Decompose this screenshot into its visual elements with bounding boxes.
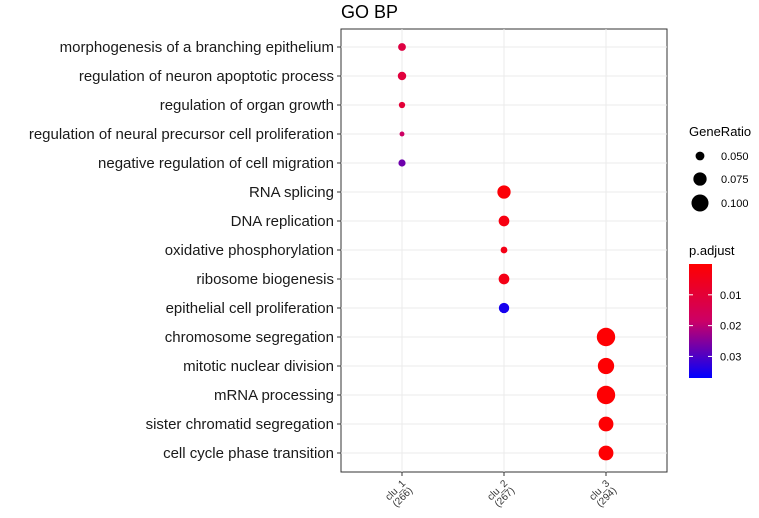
gene-ratio-legend-label: 0.050 xyxy=(721,151,749,163)
y-term-label: mRNA processing xyxy=(214,387,334,404)
gene-ratio-legend: GeneRatio 0.050 0.075 0.100 xyxy=(689,124,751,212)
y-term-label: morphogenesis of a branching epithelium xyxy=(60,39,334,56)
dot-point xyxy=(498,215,510,227)
p-adjust-colorbar xyxy=(689,264,712,378)
p-adjust-tick-label: 0.01 xyxy=(720,290,741,302)
dot-point xyxy=(398,43,406,51)
dot-point xyxy=(500,246,508,254)
gene-ratio-legend-label: 0.075 xyxy=(721,174,749,186)
y-term-label: ribosome biogenesis xyxy=(196,271,334,288)
gene-ratio-legend-key xyxy=(691,194,709,212)
dot-point xyxy=(398,101,406,109)
y-term-label: negative regulation of cell migration xyxy=(98,155,334,172)
gene-ratio-legend-key xyxy=(695,151,705,161)
gene-ratio-legend-label: 0.100 xyxy=(721,198,749,210)
y-term-label: mitotic nuclear division xyxy=(183,358,334,375)
dot-point xyxy=(598,445,614,461)
dot-point xyxy=(596,327,616,347)
y-term-label: oxidative phosphorylation xyxy=(165,242,334,259)
chart-title: GO BP xyxy=(341,2,398,22)
dot-point xyxy=(398,159,406,167)
dot-point xyxy=(399,131,405,137)
x-cluster-label-text: clu_2(267) xyxy=(485,478,517,510)
y-axis-term-labels: morphogenesis of a branching epithelium r… xyxy=(29,39,334,462)
x-cluster-label: clu_3(294) xyxy=(587,478,619,510)
p-adjust-tick-label: 0.03 xyxy=(720,351,741,363)
y-term-label: regulation of organ growth xyxy=(160,97,334,114)
gene-ratio-legend-key xyxy=(693,172,707,186)
y-term-label: chromosome segregation xyxy=(165,329,334,346)
x-cluster-label-text: clu_1(266) xyxy=(383,478,415,510)
x-axis-cluster-labels: clu_1(266) clu_2(267) clu_3(294) xyxy=(383,478,619,510)
y-term-label: RNA splicing xyxy=(249,184,334,201)
dot-point xyxy=(598,416,614,432)
dot-point xyxy=(397,71,407,81)
y-term-label: cell cycle phase transition xyxy=(163,445,334,462)
x-cluster-label-text: clu_3(294) xyxy=(587,478,619,510)
dot-point xyxy=(498,273,510,285)
gene-ratio-legend-title: GeneRatio xyxy=(689,124,751,139)
x-cluster-label: clu_1(266) xyxy=(383,478,415,510)
x-cluster-label: clu_2(267) xyxy=(485,478,517,510)
p-adjust-legend-title: p.adjust xyxy=(689,243,735,258)
y-term-label: regulation of neural precursor cell prol… xyxy=(29,126,334,143)
dot-point xyxy=(597,357,615,375)
y-term-label: DNA replication xyxy=(231,213,334,230)
y-term-label: epithelial cell proliferation xyxy=(166,300,334,317)
y-term-label: sister chromatid segregation xyxy=(146,416,334,433)
dot-point xyxy=(498,302,510,314)
p-adjust-legend: p.adjust 0.01 0.02 0.03 xyxy=(689,243,741,378)
dot-point xyxy=(497,185,511,199)
dot-points xyxy=(397,43,616,461)
p-adjust-tick-label: 0.02 xyxy=(720,321,741,333)
y-term-label: regulation of neuron apoptotic process xyxy=(79,68,334,85)
dot-point xyxy=(596,385,616,405)
